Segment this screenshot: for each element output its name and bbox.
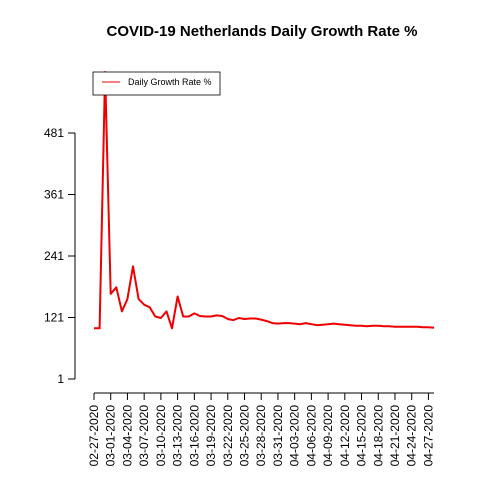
y-tick-label: 481 — [44, 126, 64, 140]
legend-box — [92, 71, 221, 96]
x-tick-label: 03-19-2020 — [204, 405, 218, 467]
x-tick-label: 02-27-2020 — [87, 405, 101, 467]
x-tick-label: 03-28-2020 — [254, 405, 268, 467]
x-tick-label: 03-13-2020 — [171, 405, 185, 467]
series-line — [94, 71, 435, 330]
x-tick-label: 03-10-2020 — [154, 405, 168, 467]
x-tick-label: 04-06-2020 — [304, 405, 318, 467]
y-axis: 1 121 241 361 481 — [44, 126, 76, 386]
x-tick-label: 03-16-2020 — [187, 405, 201, 467]
x-tick-label: 04-24-2020 — [405, 405, 419, 467]
chart-title: COVID-19 Netherlands Daily Growth Rate % — [107, 23, 418, 40]
x-tick-label: 04-03-2020 — [288, 405, 302, 467]
x-tick-label: 03-31-2020 — [271, 405, 285, 467]
series-layer — [94, 71, 435, 330]
x-tick-label: 04-18-2020 — [371, 405, 385, 467]
x-tick-label: 04-21-2020 — [388, 405, 402, 467]
x-tick-label: 03-01-2020 — [104, 405, 118, 467]
x-tick-label: 03-22-2020 — [221, 405, 235, 467]
x-tick-label: 03-04-2020 — [120, 405, 134, 467]
x-tick-label: 04-15-2020 — [355, 405, 369, 467]
x-tick-label: 03-25-2020 — [237, 405, 251, 467]
legend: Daily Growth Rate % — [92, 71, 221, 96]
y-tick-label: 1 — [57, 372, 64, 386]
x-tick-label: 03-07-2020 — [137, 405, 151, 467]
x-tick-label: 04-27-2020 — [421, 405, 435, 467]
x-tick-label: 04-09-2020 — [321, 405, 335, 467]
x-tick-label: 04-12-2020 — [338, 405, 352, 467]
y-tick-label: 241 — [44, 249, 64, 263]
y-tick-label: 361 — [44, 188, 64, 202]
legend-label: Daily Growth Rate % — [128, 77, 212, 87]
x-axis: 02-27-2020 03-01-2020 03-04-2020 03-07-2020… — [87, 392, 435, 467]
y-tick-label: 121 — [44, 311, 64, 325]
